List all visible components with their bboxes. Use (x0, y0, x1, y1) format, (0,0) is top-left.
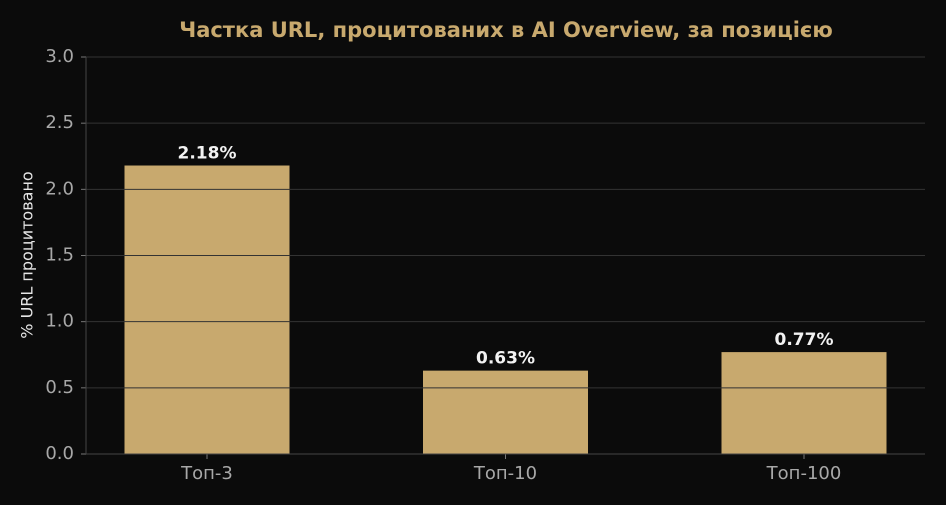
y-tick-label: 1.0 (45, 311, 74, 332)
bar (423, 370, 588, 454)
y-tick-label: 2.0 (45, 178, 74, 199)
value-label: 0.63% (476, 349, 535, 369)
x-tick-label: Топ-3 (180, 463, 233, 484)
y-tick-label: 3.0 (45, 46, 74, 67)
y-tick-label: 0.0 (45, 443, 74, 464)
y-tick-label: 2.5 (45, 112, 74, 133)
y-tick-label: 1.5 (45, 245, 74, 266)
value-label: 0.77% (775, 330, 834, 350)
bars (124, 165, 887, 454)
bar (721, 352, 887, 454)
value-label: 2.18% (178, 144, 237, 164)
x-tick-label: Топ-10 (473, 463, 537, 484)
chart-title: Частка URL, процитованих в AI Overview, … (179, 18, 833, 42)
y-axis-label: % URL процитовано (18, 171, 37, 338)
bar (124, 165, 290, 454)
y-tick-label: 0.5 (45, 377, 74, 398)
x-tick-label: Топ-100 (766, 463, 842, 484)
overlay: 0.0 0.5 1.0 1.5 2.0 2.5 3.0 Топ-3 2.18% Топ-10 0.6… (45, 46, 925, 484)
